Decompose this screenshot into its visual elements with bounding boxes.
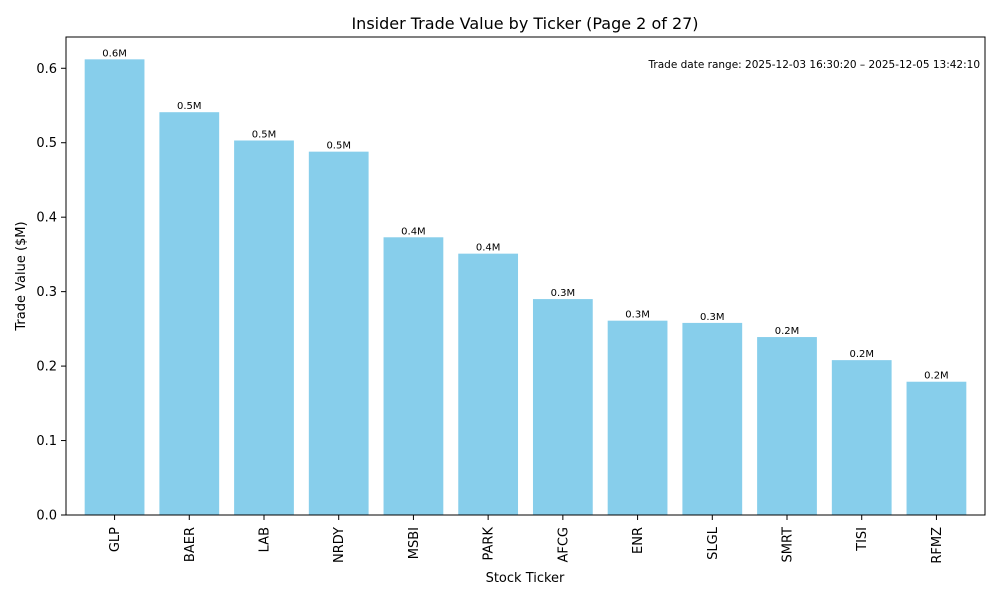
data-label-enr: 0.3M	[625, 310, 650, 321]
x-tick-label-enr: ENR	[631, 527, 646, 554]
y-tick-label: 0.3	[36, 285, 57, 300]
bar-park	[458, 253, 519, 515]
data-label-rfmz: 0.2M	[924, 371, 949, 382]
data-label-glp: 0.6M	[102, 48, 127, 59]
x-tick-label-glp: GLP	[108, 527, 123, 552]
x-tick-label-afcg: AFCG	[556, 527, 571, 563]
bar-slgl	[682, 322, 743, 515]
data-label-smrt: 0.2M	[775, 326, 800, 337]
bar-rfmz	[906, 381, 967, 515]
x-axis-label: Stock Ticker	[486, 571, 565, 586]
bar-msbi	[383, 237, 444, 515]
chart-title: Insider Trade Value by Ticker (Page 2 of…	[351, 14, 698, 33]
y-tick-label: 0.2	[36, 360, 57, 375]
data-label-baer: 0.5M	[177, 101, 202, 112]
data-label-lab: 0.5M	[252, 129, 277, 140]
y-tick-label: 0.5	[36, 136, 57, 151]
data-label-tisi: 0.2M	[849, 349, 874, 360]
bar-afcg	[532, 299, 593, 515]
data-label-msbi: 0.4M	[401, 226, 426, 237]
bar-lab	[234, 140, 294, 515]
x-tick-label-msbi: MSBI	[407, 527, 422, 559]
date-range-annotation: Trade date range: 2025-12-03 16:30:20 – …	[648, 59, 980, 71]
plot-area: 0.6M GLP 0.5M BAER 0.5M LAB 0.5M NRDY 0.4M MSBI 0.…	[36, 36, 986, 564]
plot-frame	[65, 36, 986, 516]
bar-nrdy	[308, 151, 369, 515]
data-label-nrdy: 0.5M	[326, 141, 351, 152]
y-tick-label: 0.6	[36, 62, 57, 77]
x-tick-label-lab: LAB	[257, 527, 272, 552]
x-tick-label-nrdy: NRDY	[332, 527, 347, 563]
y-axis-label: Trade Value ($M)	[14, 221, 29, 331]
bar-baer	[159, 112, 220, 516]
data-label-park: 0.4M	[476, 243, 501, 254]
x-tick-label-baer: BAER	[183, 527, 198, 562]
x-tick-label-tisi: TISI	[855, 527, 870, 552]
x-tick-label-smrt: SMRT	[781, 527, 796, 563]
y-tick-label: 0.0	[36, 509, 57, 524]
y-tick-label: 0.4	[36, 211, 57, 226]
bar-glp	[84, 59, 145, 515]
x-tick-label-slgl: SLGL	[706, 526, 721, 560]
x-tick-label-rfmz: RFMZ	[930, 527, 945, 564]
x-tick-label-park: PARK	[482, 527, 497, 561]
bar-enr	[607, 320, 668, 515]
bar-tisi	[831, 360, 892, 515]
y-tick-label: 0.1	[36, 434, 57, 449]
data-label-afcg: 0.3M	[551, 288, 576, 299]
bar-smrt	[757, 337, 817, 515]
data-label-slgl: 0.3M	[700, 312, 725, 323]
